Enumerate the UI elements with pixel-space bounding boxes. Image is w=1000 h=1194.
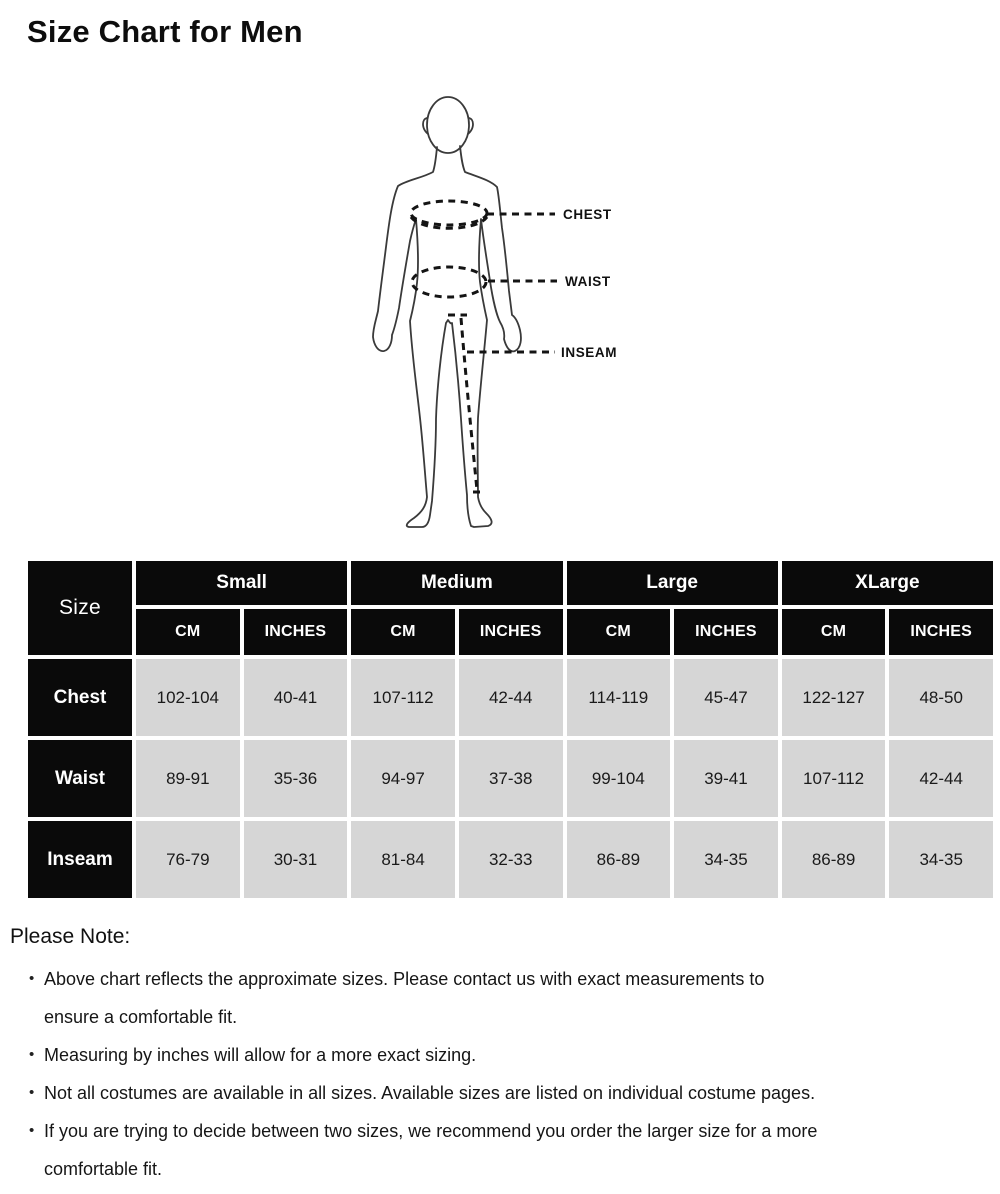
row-label-waist: Waist xyxy=(28,740,132,817)
bullet-icon: • xyxy=(29,1122,35,1139)
group-header-xlarge: XLarge xyxy=(781,561,993,605)
notes-heading: Please Note: xyxy=(10,925,131,948)
unit-header-inches: INCHES xyxy=(674,609,778,655)
table-row-chest: Chest 102-104 40-41 107-112 42-44 114-11… xyxy=(28,659,993,736)
table-row-waist: Waist 89-91 35-36 94-97 37-38 99-104 39-… xyxy=(28,740,993,817)
unit-header-cm: CM xyxy=(136,609,240,655)
bullet-icon: • xyxy=(29,1084,35,1101)
list-item: • Not all costumes are available in all … xyxy=(10,1074,992,1112)
data-cell: 32-33 xyxy=(458,821,563,898)
unit-header-inches: INCHES xyxy=(458,609,563,655)
data-cell: 114-119 xyxy=(566,659,671,736)
body-measurement-diagram: CHEST WAIST INSEAM xyxy=(372,96,617,528)
group-header-small: Small xyxy=(136,561,348,605)
list-item: • Above chart reflects the approximate s… xyxy=(10,960,992,1036)
group-header-large: Large xyxy=(566,561,778,605)
data-cell: 34-35 xyxy=(889,821,993,898)
table-header-row-units: CM INCHES CM INCHES CM INCHES CM INCHES xyxy=(28,609,993,655)
data-cell: 35-36 xyxy=(243,740,348,817)
note-text: If you are trying to decide between two … xyxy=(44,1121,818,1141)
chest-label: CHEST xyxy=(563,207,612,222)
data-cell: 37-38 xyxy=(458,740,563,817)
data-cell: 107-112 xyxy=(781,740,886,817)
right-ear xyxy=(467,117,474,135)
row-label-inseam: Inseam xyxy=(28,821,132,898)
data-cell: 89-91 xyxy=(136,740,240,817)
data-cell: 48-50 xyxy=(889,659,993,736)
data-cell: 39-41 xyxy=(674,740,778,817)
notes-list: • Above chart reflects the approximate s… xyxy=(10,960,992,1188)
page-title: Size Chart for Men xyxy=(27,14,303,49)
waist-measure-band xyxy=(410,265,488,299)
note-text: Not all costumes are available in all si… xyxy=(44,1083,816,1103)
chest-measure-band xyxy=(409,199,489,227)
unit-header-cm: CM xyxy=(781,609,886,655)
note-text: Above chart reflects the approximate siz… xyxy=(44,969,765,989)
inseam-measure-line xyxy=(459,317,479,491)
note-text: comfortable fit. xyxy=(44,1159,163,1179)
data-cell: 30-31 xyxy=(243,821,348,898)
bullet-icon: • xyxy=(29,970,35,987)
chest-measure-band-bottom xyxy=(409,215,489,230)
group-header-medium: Medium xyxy=(351,561,563,605)
data-cell: 76-79 xyxy=(136,821,240,898)
data-cell: 102-104 xyxy=(136,659,240,736)
data-cell: 42-44 xyxy=(889,740,993,817)
data-cell: 122-127 xyxy=(781,659,886,736)
size-table: Size Small Medium Large XLarge CM INCHES… xyxy=(24,557,997,902)
bullet-icon: • xyxy=(29,1046,35,1063)
left-ear xyxy=(422,117,429,135)
size-corner-cell: Size xyxy=(28,561,132,655)
data-cell: 99-104 xyxy=(566,740,671,817)
data-cell: 45-47 xyxy=(674,659,778,736)
data-cell: 86-89 xyxy=(781,821,886,898)
note-text: Measuring by inches will allow for a mor… xyxy=(44,1045,477,1065)
data-cell: 86-89 xyxy=(566,821,671,898)
body-outline xyxy=(372,145,522,528)
data-cell: 107-112 xyxy=(351,659,455,736)
table-header-row-groups: Size Small Medium Large XLarge xyxy=(28,561,993,655)
unit-header-cm: CM xyxy=(566,609,671,655)
data-cell: 42-44 xyxy=(458,659,563,736)
inseam-label: INSEAM xyxy=(561,345,617,360)
note-text: ensure a comfortable fit. xyxy=(44,1007,238,1027)
data-cell: 81-84 xyxy=(351,821,455,898)
data-cell: 34-35 xyxy=(674,821,778,898)
head-outline xyxy=(426,96,470,154)
data-cell: 94-97 xyxy=(351,740,455,817)
unit-header-inches: INCHES xyxy=(243,609,348,655)
notes-section: Please Note: • Above chart reflects the … xyxy=(10,922,992,1188)
row-label-chest: Chest xyxy=(28,659,132,736)
unit-header-inches: INCHES xyxy=(889,609,993,655)
list-item: • If you are trying to decide between tw… xyxy=(10,1112,992,1188)
table-row-inseam: Inseam 76-79 30-31 81-84 32-33 86-89 34-… xyxy=(28,821,993,898)
list-item: • Measuring by inches will allow for a m… xyxy=(10,1036,992,1074)
waist-label: WAIST xyxy=(565,274,611,289)
unit-header-cm: CM xyxy=(351,609,455,655)
data-cell: 40-41 xyxy=(243,659,348,736)
